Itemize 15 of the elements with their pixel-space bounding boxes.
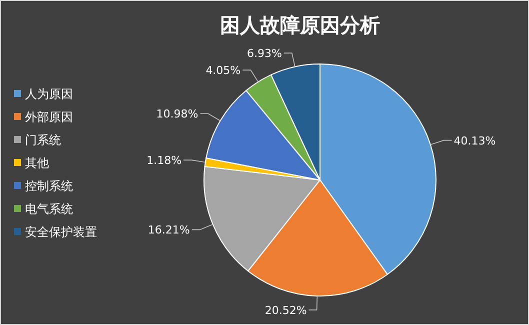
legend-label: 人为原因 (25, 87, 73, 101)
data-label: 1.18% (146, 154, 182, 168)
data-label: 10.98% (156, 108, 198, 121)
legend-label: 电气系统 (25, 202, 73, 216)
data-label: 16.21% (148, 224, 190, 237)
chart-title: 困人故障原因分析 (220, 13, 380, 37)
legend-label: 控制系统 (25, 179, 73, 193)
data-label: 6.93% (246, 47, 282, 60)
legend-label: 其他 (25, 156, 49, 170)
legend-label: 安全保护装置 (25, 225, 97, 239)
legend-label: 外部原因 (25, 110, 73, 124)
data-label: 4.05% (206, 64, 241, 78)
data-label: 20.52% (264, 304, 307, 317)
data-label: 40.13% (454, 134, 496, 148)
legend-label: 门系统 (25, 133, 61, 147)
